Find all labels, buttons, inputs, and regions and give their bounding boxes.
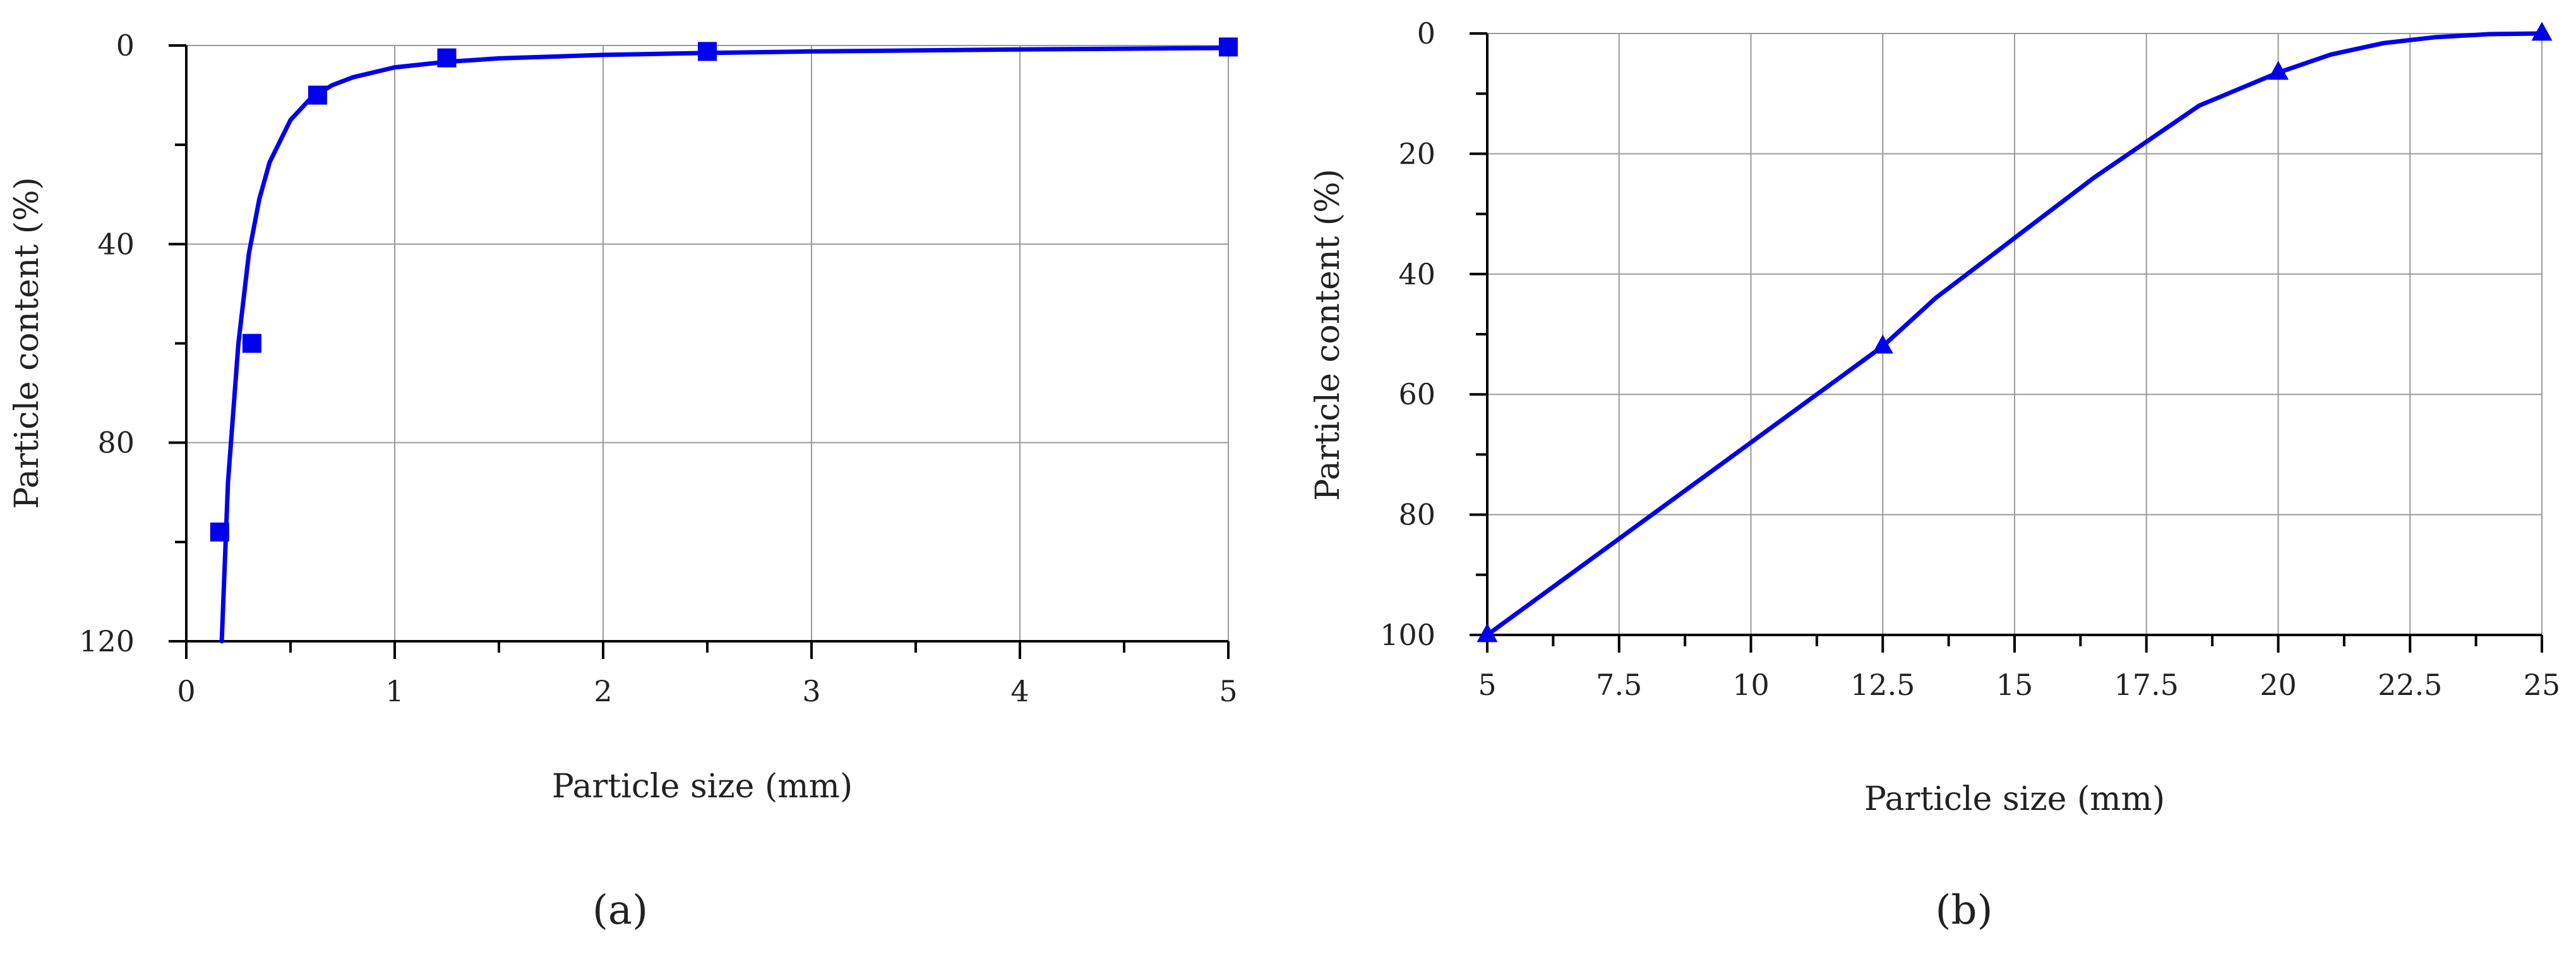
x-axis-title: Particle size (mm) [552, 768, 853, 806]
x-tick-label: 25 [2524, 668, 2561, 702]
chart-b: 5 7.5 10 12.5 15 17.5 20 22.5 25 0 20 40 60 80 100 Part… [1309, 16, 2560, 934]
y-axis-title: Particle content (%) [8, 177, 46, 509]
y-tick-label: 120 [79, 624, 135, 658]
x-tick-label: 15 [1996, 668, 2034, 702]
y-tick-label: 100 [1380, 618, 1435, 652]
y-axis-title: Particle content (%) [1309, 169, 1347, 501]
data-point-triangle [1872, 334, 1893, 354]
data-point-triangle [2531, 21, 2553, 41]
x-tick-label: 10 [1732, 668, 1770, 702]
y-tick-label: 80 [1398, 498, 1435, 532]
x-tick-label: 22.5 [2378, 668, 2442, 702]
x-tick-label: 5 [1219, 674, 1237, 708]
x-tick-label: 4 [1010, 674, 1029, 708]
x-axis-title: Particle size (mm) [1864, 780, 2165, 818]
y-tick-label: 0 [116, 28, 135, 63]
y-tick-label: 40 [97, 227, 135, 261]
data-point-square [1219, 37, 1238, 57]
data-point-square [437, 48, 457, 68]
x-tick-label: 12.5 [1850, 668, 1915, 702]
data-point-triangle [1477, 623, 1498, 643]
x-tick-label: 0 [177, 674, 195, 708]
y-tick-label: 40 [1398, 257, 1435, 291]
series-curve [219, 45, 1231, 644]
panel-label: (b) [1936, 887, 1993, 934]
data-point-square [698, 42, 717, 61]
x-tick-label: 5 [1478, 668, 1496, 702]
series-curve [1485, 31, 2544, 637]
y-tick-label: 0 [1417, 16, 1435, 51]
chart-a: 0 1 2 3 4 5 0 40 80 120 Particle size (mm) Particle… [8, 28, 1238, 934]
x-tick-label: 2 [594, 674, 612, 708]
x-tick-label: 3 [802, 674, 820, 708]
x-tick-label: 1 [385, 674, 404, 708]
x-tick-label: 7.5 [1596, 668, 1642, 702]
y-tick-label: 20 [1398, 136, 1435, 171]
y-tick-label: 80 [97, 426, 135, 460]
panel-label: (a) [592, 887, 648, 934]
data-point-square [308, 85, 327, 105]
x-tick-label: 17.5 [2114, 668, 2179, 702]
data-point-square [210, 522, 229, 542]
data-point-square [242, 334, 261, 353]
y-tick-label: 60 [1398, 377, 1435, 411]
x-tick-label: 20 [2260, 668, 2297, 702]
data-point-triangle [2268, 61, 2289, 80]
